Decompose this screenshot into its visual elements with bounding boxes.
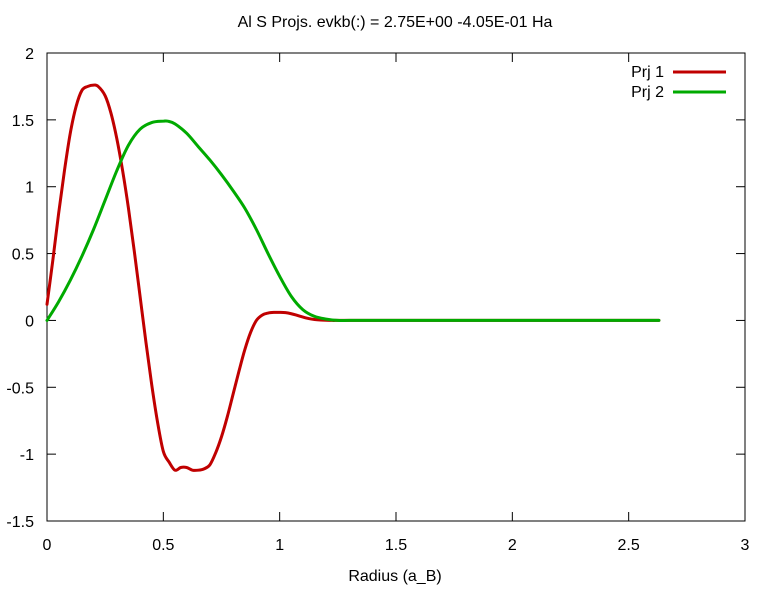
y-tick-label: 2 bbox=[25, 46, 34, 63]
y-tick-label: 1 bbox=[25, 180, 34, 197]
x-tick-label: 3 bbox=[741, 537, 750, 554]
x-tick-label: 2 bbox=[508, 537, 517, 554]
y-tick-label: -1.5 bbox=[6, 514, 34, 531]
x-tick-label: 1.5 bbox=[385, 537, 407, 554]
legend-label-1: Prj 1 bbox=[631, 64, 664, 81]
y-tick-label: 1.5 bbox=[12, 113, 34, 130]
y-tick-label: -1 bbox=[20, 447, 34, 464]
x-tick-label: 0.5 bbox=[152, 537, 174, 554]
x-axis-label: Radius (a_B) bbox=[348, 568, 441, 585]
plot-frame bbox=[46, 52, 746, 522]
y-tick-label: -0.5 bbox=[6, 380, 34, 397]
series-line-2 bbox=[45, 119, 661, 323]
x-tick-label: 1 bbox=[275, 537, 284, 554]
legend-label-2: Prj 2 bbox=[631, 84, 664, 101]
y-tick-label: 0 bbox=[25, 313, 34, 330]
chart-title: Al S Projs. evkb(:) = 2.75E+00 -4.05E-01… bbox=[238, 14, 553, 31]
x-tick-label: 0 bbox=[43, 537, 52, 554]
y-tick-label: 0.5 bbox=[12, 247, 34, 264]
series-layer bbox=[45, 83, 661, 472]
legend: Prj 1 Prj 2 bbox=[631, 64, 726, 101]
x-tick-label: 2.5 bbox=[618, 537, 640, 554]
